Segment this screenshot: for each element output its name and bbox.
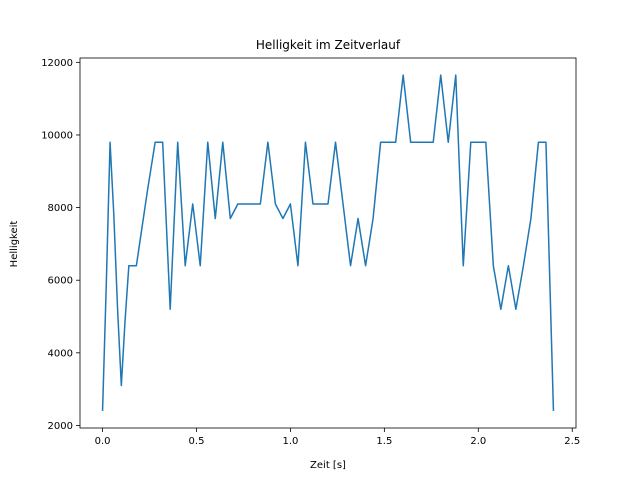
x-tick-label: 0.5 (189, 436, 205, 447)
series-line-0 (101, 74, 555, 411)
y-tick-label: 4000 (48, 348, 73, 359)
x-tick-label: 2.5 (564, 436, 580, 447)
y-tick-label: 12000 (41, 58, 73, 69)
x-tick-label: 1.5 (376, 436, 392, 447)
plot-frame (79, 57, 577, 429)
y-tick-label: 2000 (48, 421, 73, 432)
chart-title: Helligkeit im Zeitverlauf (256, 38, 401, 52)
x-tick-label: 2.0 (470, 436, 486, 447)
x-tick-label: 0.0 (95, 436, 111, 447)
y-tick-label: 8000 (48, 203, 73, 214)
y-axis-ticks: 2000 4000 6000 8000 10000 12000 (41, 58, 80, 432)
x-tick-label: 1.0 (282, 436, 298, 447)
x-axis-ticks: 0.0 0.5 1.0 1.5 2.0 2.5 (95, 428, 580, 447)
y-axis-label: Helligkeit (9, 221, 20, 268)
y-tick-label: 6000 (48, 276, 73, 287)
y-tick-label: 10000 (41, 130, 73, 141)
x-axis-label: Zeit [s] (310, 460, 346, 471)
plot-area (79, 57, 577, 429)
